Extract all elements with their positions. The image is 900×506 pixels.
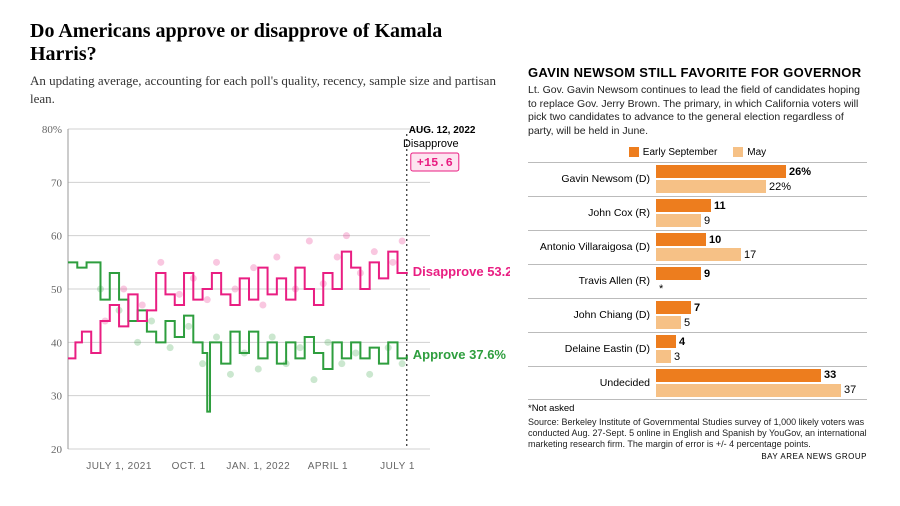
candidate-name: Travis Allen (R) — [528, 275, 656, 287]
svg-text:70: 70 — [51, 177, 63, 189]
candidate-row: Antonio Villaraigosa (D) 10 17 — [528, 230, 867, 264]
main-title: Do Americans approve or disapprove of Ka… — [30, 20, 510, 66]
legend-label-may: May — [747, 147, 766, 158]
candidate-bars: 9* — [656, 266, 867, 296]
bar — [656, 316, 681, 329]
source-text: Source: Berkeley Institute of Government… — [528, 417, 867, 451]
svg-text:Disapprove 53.2%: Disapprove 53.2% — [413, 264, 510, 279]
svg-text:30: 30 — [51, 391, 63, 403]
candidate-name: Gavin Newsom (D) — [528, 173, 656, 185]
candidate-row: John Chiang (D)75 — [528, 298, 867, 332]
bar-legend: Early September May — [528, 147, 867, 158]
bar — [656, 214, 701, 227]
bar — [656, 180, 766, 193]
legend-early: Early September — [629, 147, 717, 158]
bar — [656, 165, 786, 178]
svg-text:20: 20 — [51, 444, 63, 456]
bar-value: 9 — [704, 215, 710, 227]
bar-value: 22% — [769, 181, 791, 193]
candidate-row: John Cox (R) 11 9 — [528, 196, 867, 230]
legend-may: May — [733, 147, 766, 158]
bar — [656, 350, 671, 363]
svg-text:50: 50 — [51, 284, 63, 296]
bar-value: 17 — [744, 249, 756, 261]
candidate-bars: 75 — [656, 300, 867, 330]
bar-value: 7 — [694, 302, 700, 314]
svg-text:APRIL 1: APRIL 1 — [308, 461, 348, 472]
svg-text:JULY 1: JULY 1 — [380, 461, 415, 472]
legend-label-early: Early September — [643, 147, 717, 158]
candidate-bars: 33 37 — [656, 368, 867, 398]
chart-subtitle: An updating average, accounting for each… — [30, 72, 510, 107]
bar — [656, 335, 676, 348]
svg-text:OCT. 1: OCT. 1 — [172, 461, 206, 472]
svg-text:60: 60 — [51, 231, 63, 243]
candidate-row: Delaine Eastin (D)43 — [528, 332, 867, 366]
candidate-bars: 11 9 — [656, 198, 867, 228]
svg-text:+15.6: +15.6 — [417, 156, 453, 170]
candidate-bars: 43 — [656, 334, 867, 364]
bar-value: 11 — [714, 200, 726, 212]
bar-value: 3 — [674, 351, 680, 363]
svg-text:Approve 37.6%: Approve 37.6% — [413, 347, 507, 362]
candidate-row: Gavin Newsom (D)26%22% — [528, 162, 867, 196]
bar-value: 9 — [704, 268, 710, 280]
bar-value: 33 — [824, 369, 836, 381]
candidate-bars: 10 17 — [656, 232, 867, 262]
bar-value: 4 — [679, 336, 685, 348]
bar-value: * — [659, 283, 663, 295]
candidate-name: Undecided — [528, 377, 656, 389]
credit: BAY AREA NEWS GROUP — [528, 452, 867, 461]
governor-poll-panel: GAVIN NEWSOM STILL FAVORITE FOR GOVERNOR… — [520, 0, 885, 506]
bar — [656, 267, 701, 280]
candidate-name: John Chiang (D) — [528, 309, 656, 321]
svg-text:80%: 80% — [42, 124, 62, 136]
candidate-name: John Cox (R) — [528, 207, 656, 219]
bar — [656, 301, 691, 314]
bar-value: 26% — [789, 166, 811, 178]
bar-value: 5 — [684, 317, 690, 329]
svg-text:40: 40 — [51, 337, 63, 349]
svg-text:JULY 1, 2021: JULY 1, 2021 — [86, 461, 152, 472]
governor-title: GAVIN NEWSOM STILL FAVORITE FOR GOVERNOR — [528, 65, 867, 80]
bar — [656, 233, 706, 246]
candidate-name: Antonio Villaraigosa (D) — [528, 241, 656, 253]
governor-desc: Lt. Gov. Gavin Newsom continues to lead … — [528, 84, 867, 139]
svg-text:AUG. 12, 2022: AUG. 12, 2022 — [409, 125, 476, 136]
bar — [656, 369, 821, 382]
approval-chart: 20 30 40 50 60 70 80% JULY 1, 2021 OCT. 1 JAN. 1,… — [30, 119, 510, 479]
svg-text:JAN. 1, 2022: JAN. 1, 2022 — [226, 461, 290, 472]
candidate-name: Delaine Eastin (D) — [528, 343, 656, 355]
candidate-bars: 26%22% — [656, 164, 867, 194]
governor-bar-chart: Gavin Newsom (D)26%22%John Cox (R)119Ant… — [528, 162, 867, 400]
bar-value: 10 — [709, 234, 721, 246]
bar — [656, 199, 711, 212]
svg-text:Disapprove: Disapprove — [403, 138, 459, 150]
bar-value: 37 — [844, 384, 856, 396]
legend-swatch-may — [733, 147, 743, 157]
footnote: *Not asked — [528, 403, 867, 414]
candidate-row: Undecided 33 37 — [528, 366, 867, 400]
approval-chart-panel: Do Americans approve or disapprove of Ka… — [0, 0, 520, 506]
candidate-row: Travis Allen (R)9* — [528, 264, 867, 298]
bar — [656, 384, 841, 397]
bar — [656, 248, 741, 261]
legend-swatch-early — [629, 147, 639, 157]
